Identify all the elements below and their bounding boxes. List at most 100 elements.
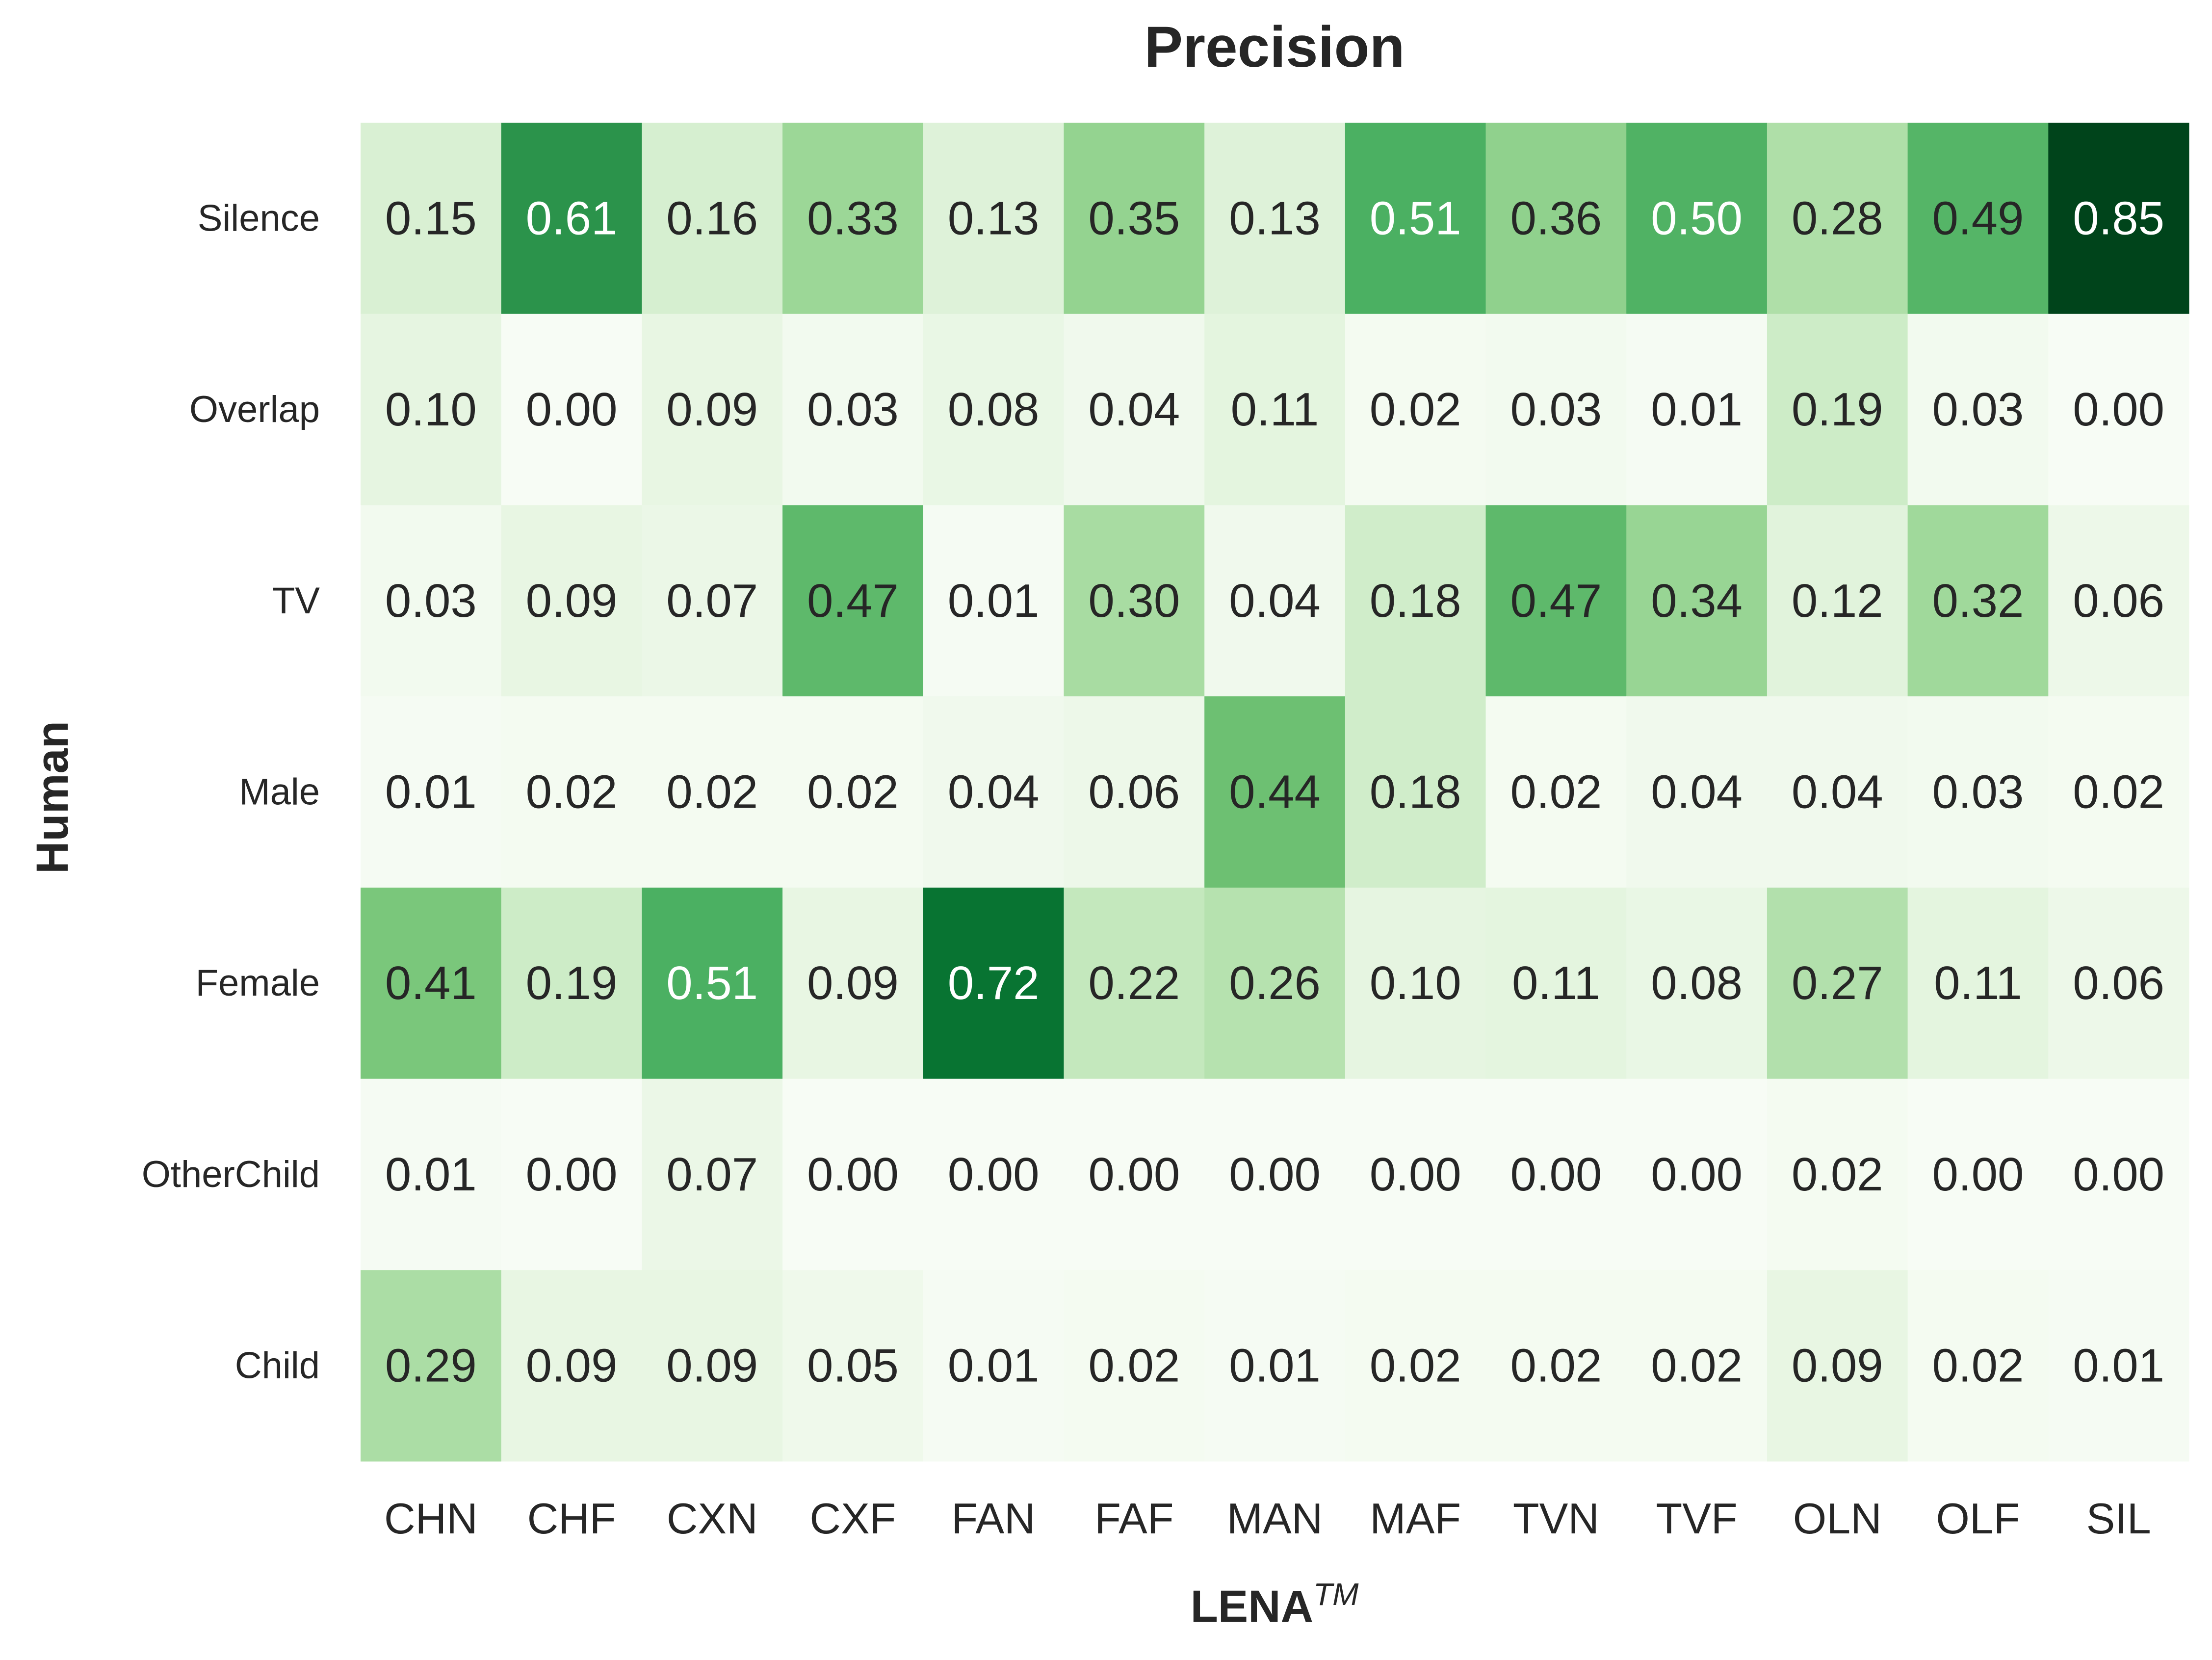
cell-value-label: 0.02: [1510, 1340, 1602, 1392]
cell-value-label: 0.06: [1088, 766, 1180, 818]
heatmap-cell: [361, 696, 502, 888]
heatmap-cell: [782, 696, 924, 888]
heatmap-cell: [642, 1270, 783, 1462]
cell-value-label: 0.01: [948, 575, 1040, 627]
x-tick-label: TVN: [1513, 1494, 1599, 1543]
cell-value-label: 0.02: [1088, 1340, 1180, 1392]
heatmap-cell: [1626, 1079, 1768, 1270]
cell-value-label: 0.13: [948, 192, 1040, 244]
x-axis-label-text: LENA: [1191, 1581, 1313, 1632]
cell-value-label: 0.09: [666, 383, 758, 436]
cell-value-label: 0.44: [1229, 766, 1321, 818]
cell-value-label: 0.32: [1932, 575, 2024, 627]
y-tick-label: TV: [272, 580, 320, 622]
cell-value-label: 0.33: [807, 192, 899, 244]
cell-value-label: 0.18: [1370, 766, 1461, 818]
heatmap-cell: [782, 314, 924, 505]
heatmap-cell: [2048, 887, 2189, 1080]
heatmap-cell: [2048, 314, 2189, 505]
x-tick-label: CHN: [384, 1494, 478, 1543]
heatmap-cell: [1907, 123, 2049, 315]
cell-value-label: 0.41: [385, 957, 477, 1009]
heatmap-cell: [1767, 314, 1908, 505]
heatmap-cell: [361, 887, 502, 1080]
cell-value-label: 0.19: [526, 957, 618, 1009]
cell-value-label: 0.02: [1651, 1340, 1743, 1392]
heatmap-cell: [1626, 1270, 1768, 1462]
heatmap-cell: [2048, 123, 2189, 315]
cell-value-label: 0.09: [807, 957, 899, 1009]
heatmap-cell: [2048, 696, 2189, 888]
heatmap-cell: [1064, 1270, 1205, 1462]
cell-value-label: 0.27: [1792, 957, 1883, 1009]
cell-value-label: 0.03: [1510, 383, 1602, 436]
cell-value-label: 0.04: [1651, 766, 1743, 818]
cell-value-label: 0.10: [1370, 957, 1461, 1009]
heatmap-cell: [1064, 887, 1205, 1080]
cell-value-label: 0.61: [526, 192, 618, 244]
cell-value-label: 0.51: [666, 957, 758, 1009]
y-tick-labels: Silence Overlap TV Male Female OtherChild Chil…: [142, 197, 320, 1386]
cell-value-label: 0.09: [666, 1340, 758, 1392]
heatmap-cell: [1767, 1270, 1908, 1462]
cell-value-label: 0.05: [807, 1340, 899, 1392]
heatmap-cell: [501, 505, 642, 697]
heatmap-cell-labels: 0.15 0.61 0.16 0.33 0.13 0.35 0.13 0.51 0.36 0.50…: [385, 192, 2164, 1392]
cell-value-label: 0.85: [2073, 192, 2164, 244]
heatmap-cell: [361, 1079, 502, 1270]
heatmap-cell: [782, 1079, 924, 1270]
heatmap-cell: [1626, 314, 1768, 505]
cell-value-label: 0.00: [526, 383, 618, 436]
x-tick-label: TVF: [1656, 1494, 1737, 1543]
heatmap-cell: [1064, 505, 1205, 697]
cell-value-label: 0.26: [1229, 957, 1321, 1009]
heatmap-cell: [782, 123, 924, 315]
heatmap-cell: [1204, 696, 1346, 888]
cell-value-label: 0.47: [1510, 575, 1602, 627]
heatmap-cell: [1907, 314, 2049, 505]
heatmap-cell: [1485, 1270, 1627, 1462]
x-tick-label: CXF: [809, 1494, 896, 1543]
cell-value-label: 0.01: [385, 1148, 477, 1201]
cell-value-label: 0.51: [1370, 192, 1461, 244]
cell-value-label: 0.04: [1792, 766, 1883, 818]
cell-value-label: 0.00: [1651, 1148, 1743, 1201]
cell-value-label: 0.12: [1792, 575, 1883, 627]
heatmap-cell: [642, 314, 783, 505]
heatmap-cell: [923, 314, 1064, 505]
cell-value-label: 0.02: [1932, 1340, 2024, 1392]
heatmap-cell: [361, 505, 502, 697]
chart-title: Precision: [1144, 15, 1405, 79]
cell-value-label: 0.07: [666, 575, 758, 627]
y-tick-label: Overlap: [189, 389, 320, 430]
heatmap-cell: [1485, 1079, 1627, 1270]
cell-value-label: 0.01: [948, 1340, 1040, 1392]
heatmap-cell: [361, 123, 502, 315]
cell-value-label: 0.04: [1229, 575, 1321, 627]
cell-value-label: 0.06: [2073, 957, 2164, 1009]
heatmap-cell: [923, 505, 1064, 697]
cell-value-label: 0.16: [666, 192, 758, 244]
cell-value-label: 0.10: [385, 383, 477, 436]
cell-value-label: 0.11: [1231, 383, 1319, 436]
heatmap-cell: [361, 314, 502, 505]
x-tick-label: FAN: [952, 1494, 1036, 1543]
heatmap-cell: [1204, 505, 1346, 697]
cell-value-label: 0.00: [1932, 1148, 2024, 1201]
cell-value-label: 0.00: [1229, 1148, 1321, 1201]
heatmap-cells: [361, 123, 2189, 1462]
cell-value-label: 0.09: [526, 575, 618, 627]
heatmap-cell: [1204, 887, 1346, 1080]
heatmap-cell: [1485, 696, 1627, 888]
heatmap-cell: [923, 696, 1064, 888]
cell-value-label: 0.02: [1792, 1148, 1883, 1201]
heatmap-cell: [782, 505, 924, 697]
cell-value-label: 0.15: [385, 192, 477, 244]
cell-value-label: 0.02: [807, 766, 899, 818]
cell-value-label: 0.01: [1229, 1340, 1321, 1392]
x-tick-label: CXN: [667, 1494, 758, 1543]
cell-value-label: 0.03: [1932, 383, 2024, 436]
heatmap-cell: [923, 123, 1064, 315]
heatmap-cell: [1767, 696, 1908, 888]
heatmap-cell: [1345, 505, 1486, 697]
